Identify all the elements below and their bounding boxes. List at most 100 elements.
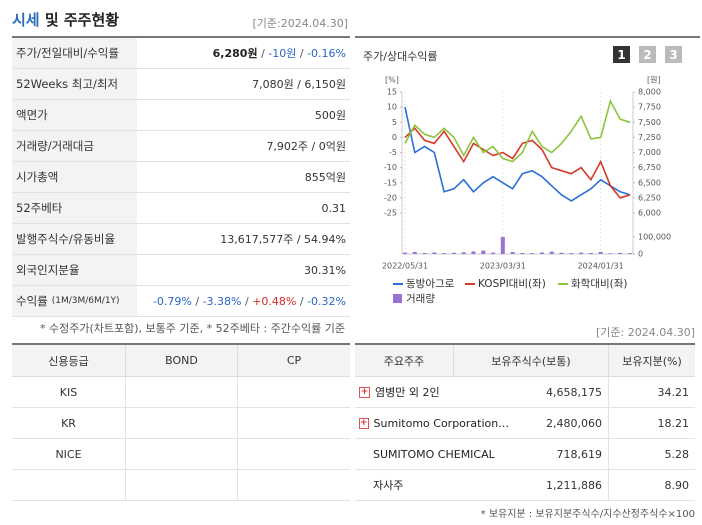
y-tick-label: 0 (392, 133, 397, 142)
holder-name-cell: + Sumitomo Corporation.… (355, 408, 510, 439)
volume-bar (520, 252, 525, 254)
chart: [%] [원] 15 10 5 0 -5 -10 -15 -20 -25 8,000 7,750 7,50… (382, 76, 671, 306)
chart-tab-button[interactable]: 2 (639, 46, 656, 63)
label-text: 외국인지분율 (16, 263, 80, 277)
value-part: 7,080원 / 6,150원 (252, 78, 346, 91)
y-tick-label: -5 (389, 148, 397, 157)
value-part: / (241, 294, 253, 308)
holder-name: Sumitomo Corporation.… (373, 416, 510, 430)
volume-tick-label: 100,000 (638, 233, 671, 242)
holder-pct: 8.90 (608, 470, 695, 501)
table-cell (237, 470, 350, 501)
holder-shares: 4,658,175 (510, 377, 608, 408)
volume-bar (530, 253, 535, 254)
y2-tick-label: 8,000 (638, 88, 661, 97)
volume-bar (422, 252, 427, 254)
legend-label: 거래량 (406, 293, 435, 305)
y-tick-label: 10 (387, 103, 397, 112)
table-cell: NICE (12, 439, 125, 470)
expand-icon[interactable]: + (359, 386, 370, 398)
value-part: 6,280원 (212, 47, 258, 60)
y2-tick-label: 6,500 (638, 178, 661, 187)
header-cell: CP (237, 345, 350, 377)
label-text: 주가/전일대비/수익률 (16, 46, 119, 60)
holder-name: SUMITOMO CHEMICAL (373, 447, 495, 461)
volume-bar (481, 250, 486, 254)
volume-bar (510, 251, 515, 254)
volume-bar (403, 252, 407, 254)
header-cell: 보유지분(%) (608, 345, 695, 377)
holders-table: 주요주주 보유주식수(보통) 보유지분(%) + 염병만 외 2인 4,658,175 34… (355, 343, 695, 502)
value-part: / (257, 46, 269, 60)
note-left: * 수정주가(차트포함), 보통주 기준, * 52주베타 : 주간수익률 기준 (40, 322, 346, 335)
volume-bar (451, 252, 456, 254)
y2-tick-label: 6,000 (638, 209, 661, 218)
y-tick-label: -15 (384, 178, 397, 187)
chart-panel: 주가/상대수익률 1 2 3 [%] [원] 15 10 5 0 -5 -10 -15 -20 -25 8,… (355, 36, 700, 319)
volume-bar (598, 251, 603, 254)
y-tick-label: -20 (384, 193, 397, 202)
holder-name-cell: 자사주 (355, 470, 510, 501)
row-value: 13,617,577주 / 54.94% (137, 224, 350, 255)
holder-name-cell: + 염병만 외 2인 (355, 377, 510, 408)
series-line (404, 127, 631, 199)
volume-bar (549, 251, 554, 254)
y-tick-label: 5 (392, 118, 397, 127)
volume-bar (432, 252, 437, 254)
row-value: 30.31% (137, 255, 350, 286)
legend-label: KOSPI대비(좌) (478, 278, 546, 290)
y2-tick-label: 6,750 (638, 163, 661, 172)
value-part: -0.32% (307, 294, 346, 308)
volume-bar (412, 251, 417, 254)
row-label: 발행주식수/유동비율 (12, 224, 137, 255)
volume-bar (491, 252, 496, 254)
x-tick-label: 2022/05/31 (382, 262, 428, 271)
value-part: 500원 (314, 109, 346, 122)
table-cell (125, 408, 237, 439)
header-cell: 보유주식수(보통) (453, 345, 608, 377)
legend-label: 동방아그로 (406, 278, 455, 290)
volume-bar (461, 252, 466, 254)
row-label: 52주베타 (12, 193, 137, 224)
y2-tick-label: 7,000 (638, 148, 661, 157)
row-label: 시가총액 (12, 162, 137, 193)
footer-note: * 보유지분 : 보유지분주식수/지수산정주식수×100 (480, 509, 695, 520)
note-right: [기준: 2024.04.30] (595, 326, 695, 339)
y2-unit: [원] (647, 76, 661, 85)
holder-pct: 18.21 (608, 408, 695, 439)
table-cell: KR (12, 408, 125, 439)
y-unit: [%] (385, 76, 399, 85)
expand-icon[interactable]: + (359, 417, 369, 429)
volume-bar (618, 252, 623, 254)
label-text: 52주베타 (16, 201, 63, 215)
label-text: 발행주식수/유동비율 (16, 232, 116, 246)
y2-tick-label: 7,250 (638, 133, 661, 142)
value-part: 30.31% (304, 263, 346, 277)
series-line (404, 106, 631, 202)
chart-tab-button[interactable]: 1 (613, 46, 630, 63)
chart-tab-button[interactable]: 3 (665, 46, 682, 63)
table-cell (237, 408, 350, 439)
table-cell (237, 439, 350, 470)
value-part: 0.31 (321, 201, 347, 215)
holder-shares: 2,480,060 (510, 408, 608, 439)
label-text: 거래량/거래대금 (16, 139, 94, 153)
holder-shares: 718,619 (510, 439, 608, 470)
row-value: -0.79% / -3.38% / +0.48% / -0.32% (137, 286, 350, 317)
legend-label: 화학대비(좌) (571, 278, 628, 290)
row-label: 거래량/거래대금 (12, 131, 137, 162)
value-part: 855억원 (304, 171, 346, 184)
section-title: 시세 및 주주현황 (12, 9, 119, 30)
x-tick-label: 2023/03/31 (480, 262, 526, 271)
row-label: 주가/전일대비/수익률 (12, 38, 137, 69)
volume-bar (628, 253, 632, 254)
value-part: 13,617,577주 / 54.94% (220, 233, 346, 246)
label-sub: (1M/3M/6M/1Y) (51, 296, 120, 306)
holder-shares: 1,211,886 (510, 470, 608, 501)
holder-name-cell: SUMITOMO CHEMICAL (355, 439, 510, 470)
row-value: 0.31 (137, 193, 350, 224)
row-label: 외국인지분율 (12, 255, 137, 286)
volume-bar (559, 252, 564, 254)
y2-tick-label: 6,250 (638, 193, 661, 202)
